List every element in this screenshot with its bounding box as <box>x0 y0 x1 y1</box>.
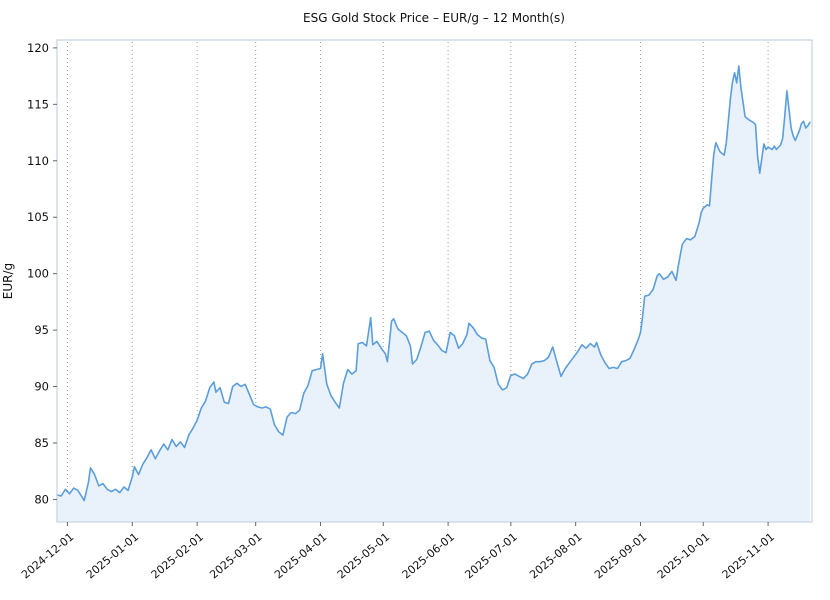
x-tick-label: 2025-03-01 <box>207 530 264 581</box>
x-tick-label: 2025-11-01 <box>720 530 777 581</box>
y-tick-label: 95 <box>34 323 49 337</box>
y-tick-label: 105 <box>27 210 49 224</box>
y-tick-label: 100 <box>27 267 49 281</box>
x-axis-ticks: 2024-12-01 2025-01-01 2025-02-01 2025-03-01… <box>19 522 777 581</box>
x-tick-label: 2025-09-01 <box>592 530 649 581</box>
chart-title: ESG Gold Stock Price – EUR/g – 12 Month(… <box>303 11 565 25</box>
y-axis-ticks: 80 85 90 95 100 105 110 115 120 <box>27 41 57 506</box>
area-fill <box>57 66 810 522</box>
x-tick-label: 2025-02-01 <box>149 530 206 581</box>
x-tick-label: 2025-10-01 <box>655 530 712 581</box>
x-tick-label: 2025-07-01 <box>462 530 519 581</box>
area-fill-series <box>57 66 810 522</box>
y-tick-label: 85 <box>34 436 49 450</box>
y-tick-label: 80 <box>34 492 49 506</box>
y-tick-label: 120 <box>27 41 49 55</box>
x-tick-label: 2025-08-01 <box>527 530 584 581</box>
x-tick-label: 2025-04-01 <box>272 530 329 581</box>
y-tick-label: 110 <box>27 154 49 168</box>
x-tick-label: 2024-12-01 <box>19 530 76 581</box>
y-tick-label: 115 <box>27 97 49 111</box>
x-tick-label: 2025-05-01 <box>335 530 392 581</box>
price-line <box>56 65 811 502</box>
frame-rect <box>56 39 813 523</box>
y-tick-label: 90 <box>34 380 49 394</box>
x-tick-label: 2025-01-01 <box>84 530 141 581</box>
x-tick-label: 2025-06-01 <box>400 530 457 581</box>
plot-frame <box>56 39 813 523</box>
price-line-series <box>56 65 811 502</box>
y-axis-label: EUR/g <box>1 263 15 299</box>
